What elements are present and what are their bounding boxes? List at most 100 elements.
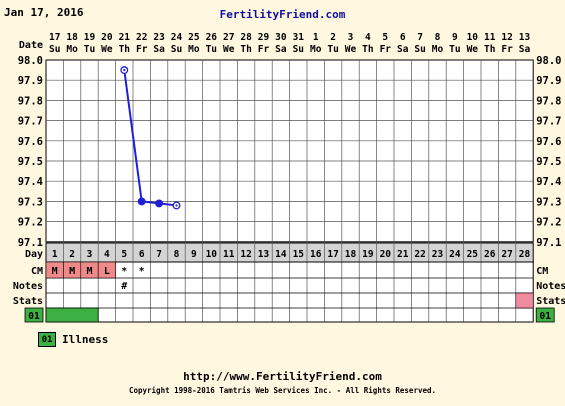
cycle-day: 21	[397, 249, 409, 260]
calendar-date: 17	[49, 32, 60, 43]
chart-date: Jan 17, 2016	[4, 6, 84, 19]
cycle-day: 27	[501, 249, 512, 260]
stats-row-label: Stats	[13, 296, 43, 307]
calendar-date: 3	[348, 32, 354, 43]
y-tick-label-left: 97.9	[18, 75, 43, 87]
weekday-label: Mo	[66, 44, 78, 55]
cycle-day: 11	[223, 249, 235, 260]
calendar-date: 26	[206, 32, 218, 43]
weekday-label: Tu	[206, 44, 217, 55]
illness-code-left: 01	[28, 311, 40, 322]
weekday-label: Fr	[501, 44, 513, 55]
y-tick-label-left: 97.6	[18, 136, 43, 148]
cm-row-label-right: CM	[536, 266, 548, 277]
calendar-date: 7	[417, 32, 423, 43]
note-marker: #	[121, 281, 127, 292]
temperature-point-center	[175, 204, 178, 207]
y-tick-label-right: 97.8	[536, 95, 561, 107]
cycle-day: 12	[240, 249, 251, 260]
calendar-date: 21	[119, 32, 131, 43]
cycle-day: 24	[449, 249, 461, 260]
cm-entry: M	[52, 266, 58, 277]
temperature-point-center	[123, 69, 126, 72]
calendar-date: 22	[136, 32, 147, 43]
cycle-day: 17	[327, 249, 338, 260]
cycle-day: 16	[310, 249, 322, 260]
weekday-label: Th	[362, 44, 373, 55]
weekday-label: Fr	[380, 44, 392, 55]
date-row-label: Date	[19, 40, 43, 51]
calendar-date: 20	[101, 32, 113, 43]
footer-url[interactable]: http://www.FertilityFriend.com	[183, 370, 382, 383]
calendar-date: 31	[293, 32, 305, 43]
y-tick-label-right: 97.7	[536, 116, 561, 128]
cm-entry: M	[69, 266, 75, 277]
weekday-label: We	[223, 44, 235, 55]
temperature-point	[137, 197, 146, 206]
cm-cell	[97, 261, 116, 279]
calendar-date: 13	[519, 32, 531, 43]
y-tick-label-right: 97.9	[536, 75, 561, 87]
calendar-date: 8	[435, 32, 441, 43]
y-tick-label-left: 97.4	[18, 176, 43, 188]
weekday-label: Fr	[136, 44, 148, 55]
y-tick-label-right: 97.6	[536, 136, 561, 148]
stats-row-label-right: Stats	[536, 296, 565, 307]
cm-row-label: CM	[31, 266, 43, 277]
cycle-day: 19	[362, 249, 374, 260]
calendar-date: 11	[484, 32, 496, 43]
cycle-day: 10	[206, 249, 218, 260]
site-title[interactable]: FertilityFriend.com	[219, 8, 346, 21]
y-tick-label-right: 97.1	[536, 237, 561, 249]
weekday-label: Th	[484, 44, 495, 55]
weekday-label: Su	[414, 44, 425, 55]
calendar-date: 25	[188, 32, 200, 43]
cycle-day: 4	[104, 249, 110, 260]
cycle-day: 5	[121, 249, 127, 260]
y-tick-label-right: 97.4	[536, 176, 561, 188]
weekday-label: Tu	[449, 44, 460, 55]
weekday-label: Mo	[310, 44, 322, 55]
temperature-point	[155, 199, 164, 208]
weekday-label: Sa	[397, 44, 409, 55]
cycle-day: 2	[69, 249, 75, 260]
weekday-label: Su	[171, 44, 182, 55]
day-row-label: Day	[25, 249, 43, 260]
cycle-day: 13	[258, 249, 270, 260]
illness-box-right	[535, 307, 555, 323]
cycle-day: 26	[484, 249, 496, 260]
stats-mark	[515, 292, 534, 309]
cycle-day: 8	[174, 249, 180, 260]
calendar-date: 10	[467, 32, 479, 43]
cycle-day: 22	[414, 249, 425, 260]
illness-bar	[45, 307, 99, 323]
cycle-day: 7	[156, 249, 162, 260]
calendar-date: 30	[275, 32, 287, 43]
cycle-day: 6	[139, 249, 145, 260]
weekday-label: Mo	[432, 44, 444, 55]
weekday-label: Sa	[153, 44, 165, 55]
weekday-label: Tu	[84, 44, 95, 55]
calendar-date: 18	[66, 32, 78, 43]
cycle-day: 15	[293, 249, 305, 260]
y-tick-label-left: 97.8	[18, 95, 43, 107]
y-tick-label-right: 97.3	[536, 196, 561, 208]
calendar-date: 29	[258, 32, 270, 43]
illness-code-right: 01	[539, 311, 551, 322]
legend-code: 01	[38, 332, 56, 347]
weekday-label: Sa	[275, 44, 287, 55]
calendar-date: 9	[452, 32, 458, 43]
cycle-day: 28	[519, 249, 531, 260]
illness-box-left	[24, 307, 44, 323]
weekday-label: Su	[293, 44, 304, 55]
cycle-day: 1	[52, 249, 58, 260]
calendar-date: 2	[330, 32, 336, 43]
weekday-label: Sa	[519, 44, 531, 55]
calendar-date: 4	[365, 32, 371, 43]
cycle-day: 14	[275, 249, 287, 260]
calendar-date: 23	[153, 32, 165, 43]
cycle-day: 3	[87, 249, 93, 260]
temperature-line	[123, 69, 177, 207]
calendar-date: 19	[84, 32, 96, 43]
